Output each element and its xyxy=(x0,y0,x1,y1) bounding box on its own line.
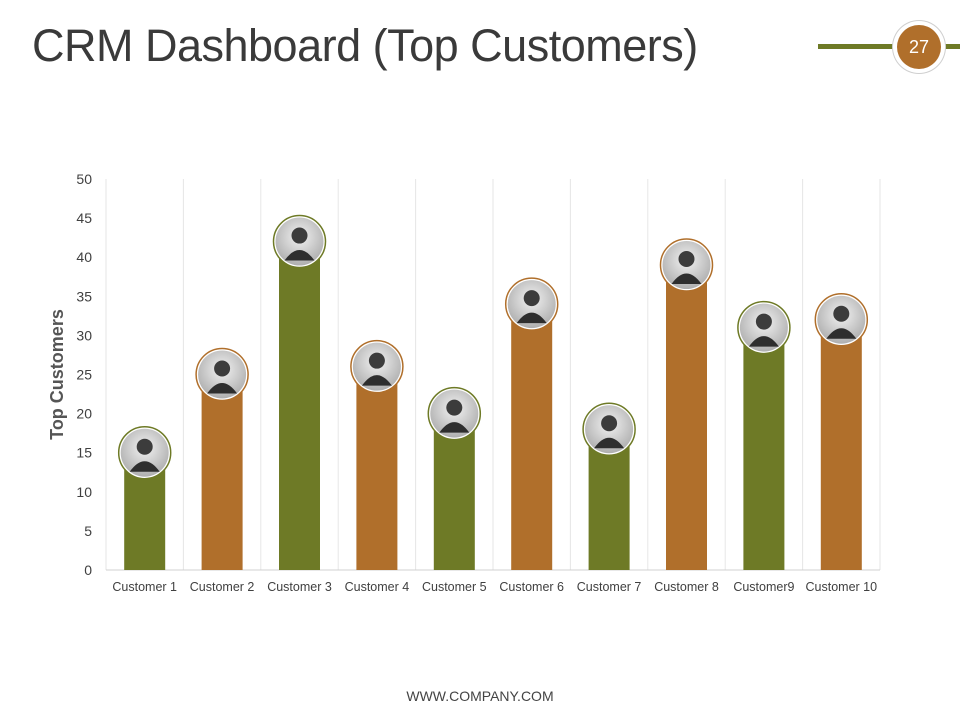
y-tick-label: 40 xyxy=(76,249,92,265)
y-tick-label: 20 xyxy=(76,406,92,422)
y-axis-label: Top Customers xyxy=(47,309,67,440)
avatar-head xyxy=(214,360,231,377)
avatar-body xyxy=(129,461,160,472)
y-axis: 0 5 10 15 20 25 30 35 40 45 50 xyxy=(76,171,92,578)
x-tick-label: Customer 7 xyxy=(577,580,642,594)
avatar-body xyxy=(671,273,702,285)
y-tick-label: 10 xyxy=(76,484,92,500)
avatar-icon xyxy=(195,347,249,402)
bar-customer-6 xyxy=(511,304,553,570)
x-tick-label: Customer 6 xyxy=(499,580,564,594)
bar-customer-8 xyxy=(666,265,707,570)
avatar-icon xyxy=(659,238,714,292)
avatar-head xyxy=(368,352,385,369)
avatar-icon xyxy=(272,214,327,269)
avatar-head xyxy=(523,290,540,307)
bar-customer-10 xyxy=(820,319,862,570)
avatar-body xyxy=(826,328,857,339)
avatar-body xyxy=(284,250,315,261)
x-tick-label: Customer 8 xyxy=(654,580,719,594)
y-tick-label: 0 xyxy=(84,562,92,578)
y-tick-label: 5 xyxy=(84,523,92,539)
avatar-body xyxy=(594,437,625,449)
page-number-badge: 27 xyxy=(893,21,945,73)
y-tick-label: 50 xyxy=(76,171,92,187)
y-tick-label: 25 xyxy=(76,367,92,383)
y-tick-label: 15 xyxy=(76,445,92,461)
avatar-icon xyxy=(504,277,559,331)
avatar-icon xyxy=(427,386,482,441)
avatar-body xyxy=(439,422,470,433)
x-tick-label: Customer 10 xyxy=(806,580,878,594)
footer-url: WWW.COMPANY.COM xyxy=(406,688,554,704)
x-tick-label: Customer9 xyxy=(733,580,794,594)
avatar-head xyxy=(136,438,153,455)
y-tick-label: 35 xyxy=(76,288,92,304)
page-title: CRM Dashboard (Top Customers) xyxy=(32,20,698,71)
x-axis: Customer 1 Customer 2 Customer 3 Customer 4… xyxy=(112,580,877,594)
grid-lines xyxy=(105,179,881,570)
avatar-head xyxy=(446,399,463,416)
y-tick-label: 30 xyxy=(76,327,92,343)
x-tick-label: Customer 4 xyxy=(345,580,410,594)
avatar-icon xyxy=(350,339,404,394)
x-tick-label: Customer 2 xyxy=(190,580,255,594)
x-tick-label: Customer 3 xyxy=(267,580,332,594)
avatar-head xyxy=(833,305,850,322)
avatar-body xyxy=(361,375,392,386)
bar-customer-2 xyxy=(201,374,243,570)
customer-avatars xyxy=(117,214,869,480)
x-tick-label: Customer 1 xyxy=(112,580,177,594)
bar-customer-4 xyxy=(356,366,398,570)
title-accent-line xyxy=(818,44,960,49)
avatar-head xyxy=(291,227,308,244)
avatar-head xyxy=(601,415,618,432)
avatar-icon xyxy=(737,300,791,355)
avatar-icon xyxy=(814,293,869,347)
avatar-body xyxy=(516,312,547,324)
avatar-icon xyxy=(582,402,636,456)
x-tick-label: Customer 5 xyxy=(422,580,487,594)
bar-customer-3 xyxy=(279,241,320,570)
avatar-body xyxy=(207,383,238,394)
avatar-body xyxy=(748,336,779,347)
avatar-icon xyxy=(117,425,172,480)
avatar-head xyxy=(755,313,772,330)
bars xyxy=(124,241,862,570)
page-number: 27 xyxy=(897,25,941,69)
avatar-head xyxy=(678,251,695,268)
bar-customer-9 xyxy=(743,327,785,570)
y-tick-label: 45 xyxy=(76,210,92,226)
